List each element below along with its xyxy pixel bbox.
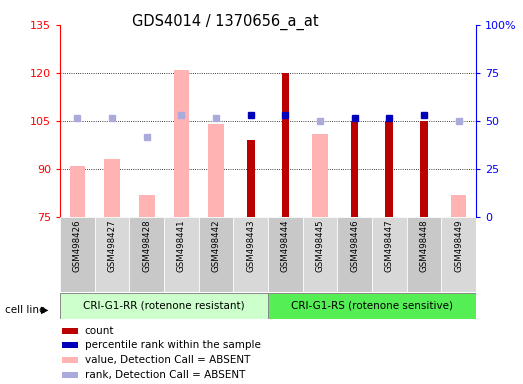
- Bar: [62, 328, 77, 334]
- Text: GSM498445: GSM498445: [315, 219, 324, 272]
- Text: cell line: cell line: [5, 305, 46, 315]
- Bar: [174, 70, 189, 217]
- Bar: [268, 217, 303, 292]
- Bar: [281, 73, 289, 217]
- Bar: [62, 372, 77, 378]
- Bar: [312, 134, 328, 217]
- Text: GSM498448: GSM498448: [419, 219, 428, 272]
- Bar: [139, 195, 155, 217]
- Text: value, Detection Call = ABSENT: value, Detection Call = ABSENT: [85, 355, 250, 365]
- Bar: [337, 217, 372, 292]
- Text: GSM498444: GSM498444: [281, 219, 290, 272]
- Text: GSM498428: GSM498428: [142, 219, 151, 272]
- Bar: [60, 217, 95, 292]
- Bar: [303, 217, 337, 292]
- Bar: [441, 217, 476, 292]
- Bar: [95, 217, 129, 292]
- Bar: [372, 217, 407, 292]
- Bar: [451, 195, 467, 217]
- Text: GDS4014 / 1370656_a_at: GDS4014 / 1370656_a_at: [132, 13, 318, 30]
- Text: GSM498449: GSM498449: [454, 219, 463, 272]
- Bar: [247, 140, 255, 217]
- Bar: [62, 357, 77, 363]
- Text: GSM498443: GSM498443: [246, 219, 255, 272]
- Bar: [60, 293, 268, 319]
- Text: ▶: ▶: [41, 305, 48, 315]
- Bar: [407, 217, 441, 292]
- Bar: [199, 217, 233, 292]
- Bar: [129, 217, 164, 292]
- Bar: [351, 121, 358, 217]
- Text: GSM498447: GSM498447: [385, 219, 394, 272]
- Text: GSM498426: GSM498426: [73, 219, 82, 272]
- Bar: [164, 217, 199, 292]
- Bar: [70, 166, 85, 217]
- Text: rank, Detection Call = ABSENT: rank, Detection Call = ABSENT: [85, 370, 245, 380]
- Text: count: count: [85, 326, 114, 336]
- Bar: [385, 121, 393, 217]
- Text: CRI-G1-RR (rotenone resistant): CRI-G1-RR (rotenone resistant): [83, 301, 245, 311]
- Bar: [420, 121, 428, 217]
- Bar: [62, 342, 77, 348]
- Bar: [268, 293, 476, 319]
- Bar: [208, 124, 224, 217]
- Bar: [104, 159, 120, 217]
- Text: GSM498441: GSM498441: [177, 219, 186, 272]
- Text: percentile rank within the sample: percentile rank within the sample: [85, 340, 260, 350]
- Text: CRI-G1-RS (rotenone sensitive): CRI-G1-RS (rotenone sensitive): [291, 301, 453, 311]
- Text: GSM498427: GSM498427: [108, 219, 117, 272]
- Text: GSM498446: GSM498446: [350, 219, 359, 272]
- Bar: [233, 217, 268, 292]
- Text: GSM498442: GSM498442: [212, 219, 221, 272]
